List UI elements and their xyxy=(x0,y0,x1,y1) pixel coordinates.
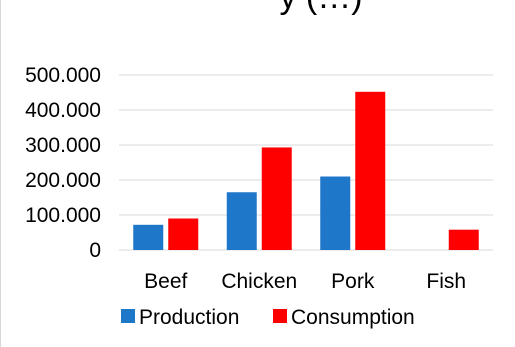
legend-swatch xyxy=(273,309,287,323)
x-tick-label: Fish xyxy=(426,270,466,293)
legend-label: Consumption xyxy=(291,306,415,329)
legend-label: Production xyxy=(139,306,239,329)
bar-production-beef xyxy=(133,224,164,250)
bar-consumption-beef xyxy=(168,218,199,250)
legend-swatch xyxy=(121,309,135,323)
y-tick-label: 0 xyxy=(89,239,101,262)
y-tick-label: 400.000 xyxy=(25,99,101,122)
bar-consumption-fish xyxy=(448,229,479,250)
y-tick-label: 200.000 xyxy=(25,169,101,192)
x-tick-label: Beef xyxy=(144,270,187,293)
chart-title: y (…) xyxy=(151,0,491,17)
bar-production-pork xyxy=(320,176,351,250)
x-tick-label: Pork xyxy=(331,270,375,293)
bar-production-chicken xyxy=(226,192,257,250)
bar-consumption-chicken xyxy=(261,147,292,250)
y-tick-label: 300.000 xyxy=(25,134,101,157)
x-tick-label: Chicken xyxy=(221,270,297,293)
y-tick-label: 100.000 xyxy=(25,204,101,227)
bar-consumption-pork xyxy=(355,91,386,250)
y-tick-label: 500.000 xyxy=(25,64,101,87)
